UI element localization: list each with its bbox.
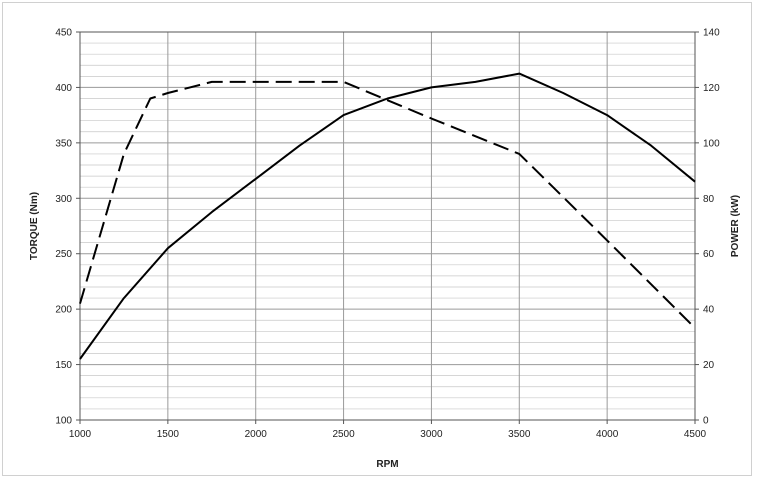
x-tick-label: 3000: [420, 429, 443, 440]
x-tick-label: 2500: [332, 429, 355, 440]
y-tick-label: 200: [55, 305, 72, 316]
y-tick-label: 450: [55, 28, 72, 39]
x-tick-label: 4500: [684, 429, 707, 440]
y-tick-label: 150: [55, 360, 72, 371]
power-series-line: [79, 72, 696, 360]
y2-tick-label: 60: [703, 249, 715, 260]
torque-series-line: [79, 80, 696, 329]
gridlines: [80, 32, 695, 420]
y-tick-label: 250: [55, 249, 72, 260]
y-axis-title-torque: TORQUE (Nm): [29, 192, 40, 260]
y2-axis-title-power: POWER (kW): [730, 195, 741, 257]
x-axis-title: RPM: [376, 459, 398, 470]
y-tick-label: 100: [55, 416, 72, 427]
y-tick-label: 400: [55, 83, 72, 94]
y2-tick-label: 40: [703, 305, 715, 316]
plot-area-border: [79, 31, 696, 421]
x-tick-label: 2000: [245, 429, 268, 440]
x-tick-label: 1000: [69, 429, 92, 440]
x-tick-label: 3500: [508, 429, 531, 440]
y-tick-label: 350: [55, 138, 72, 149]
y2-tick-label: 100: [703, 138, 720, 149]
y2-tick-label: 140: [703, 28, 720, 39]
tick-labels: 1000 1500 2000 2500 3000 3500 4000 450010015020…: [55, 28, 720, 441]
y-tick-label: 300: [55, 194, 72, 205]
series-layer: [79, 72, 696, 360]
y2-tick-label: 80: [703, 194, 715, 205]
chart-frame: [2, 2, 752, 476]
x-tick-label: 1500: [157, 429, 180, 440]
y2-tick-label: 120: [703, 83, 720, 94]
x-tick-label: 4000: [596, 429, 619, 440]
y2-tick-label: 20: [703, 360, 715, 371]
y2-tick-label: 0: [703, 416, 709, 427]
